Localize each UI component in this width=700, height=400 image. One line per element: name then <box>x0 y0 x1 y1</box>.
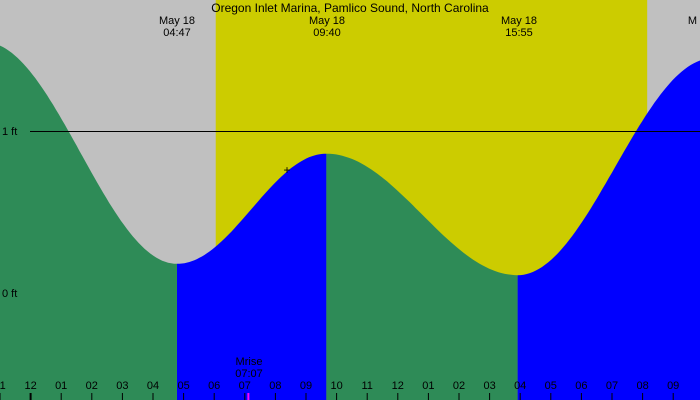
extreme-date-label: M <box>688 15 697 27</box>
x-tick-label: 06 <box>208 380 220 392</box>
moonrise-label: Mrise <box>236 356 263 368</box>
x-tick-label: 03 <box>483 380 495 392</box>
current-time-marker: + <box>283 163 290 177</box>
x-tick-label: 07 <box>239 380 251 392</box>
x-tick-label: 06 <box>575 380 587 392</box>
extreme-date-label: May 18 <box>501 15 537 27</box>
x-tick-label: 03 <box>116 380 128 392</box>
moonrise-time: 07:07 <box>235 368 263 380</box>
falling-tide-area <box>0 45 177 400</box>
x-tick-label: 05 <box>545 380 557 392</box>
x-tick-label: 05 <box>177 380 189 392</box>
x-tick-label: 01 <box>55 380 67 392</box>
tide-areas <box>0 45 700 400</box>
y-tick-label: 1 ft <box>2 126 17 138</box>
x-tick-label: 04 <box>514 380 526 392</box>
extreme-date-label: May 18 <box>309 15 345 27</box>
x-tick-label: 02 <box>453 380 465 392</box>
extreme-date-label: May 18 <box>159 15 195 27</box>
falling-tide-area <box>326 153 518 400</box>
x-tick-label: 09 <box>300 380 312 392</box>
x-tick-label: 04 <box>147 380 159 392</box>
x-tick-label: 07 <box>606 380 618 392</box>
x-tick-label: 09 <box>667 380 679 392</box>
y-tick-label: 0 ft <box>2 288 17 300</box>
x-tick-label: 11 <box>361 380 372 392</box>
rising-tide-area <box>517 60 700 400</box>
x-axis-ticks: 11 12 01 02 03 04 05 06 07 08 09 10 11 12 01 02 03 04 05 06… <box>0 380 679 400</box>
x-tick-label: 10 <box>330 380 342 392</box>
y-axis-ticks: 1 ft 0 ft <box>2 126 17 300</box>
rising-tide-area <box>177 153 327 400</box>
x-tick-label: 12 <box>24 380 36 392</box>
x-tick-label: 08 <box>269 380 281 392</box>
x-tick-label: 11 <box>0 380 6 392</box>
x-tick-label: 12 <box>392 380 404 392</box>
x-tick-label: 02 <box>86 380 98 392</box>
x-tick-label: 08 <box>636 380 648 392</box>
extreme-time-label: 09:40 <box>313 27 341 39</box>
chart-title: Oregon Inlet Marina, Pamlico Sound, Nort… <box>211 1 489 15</box>
extreme-time-label: 15:55 <box>505 27 533 39</box>
x-tick-label: 01 <box>422 380 434 392</box>
extreme-time-label: 04:47 <box>163 27 191 39</box>
